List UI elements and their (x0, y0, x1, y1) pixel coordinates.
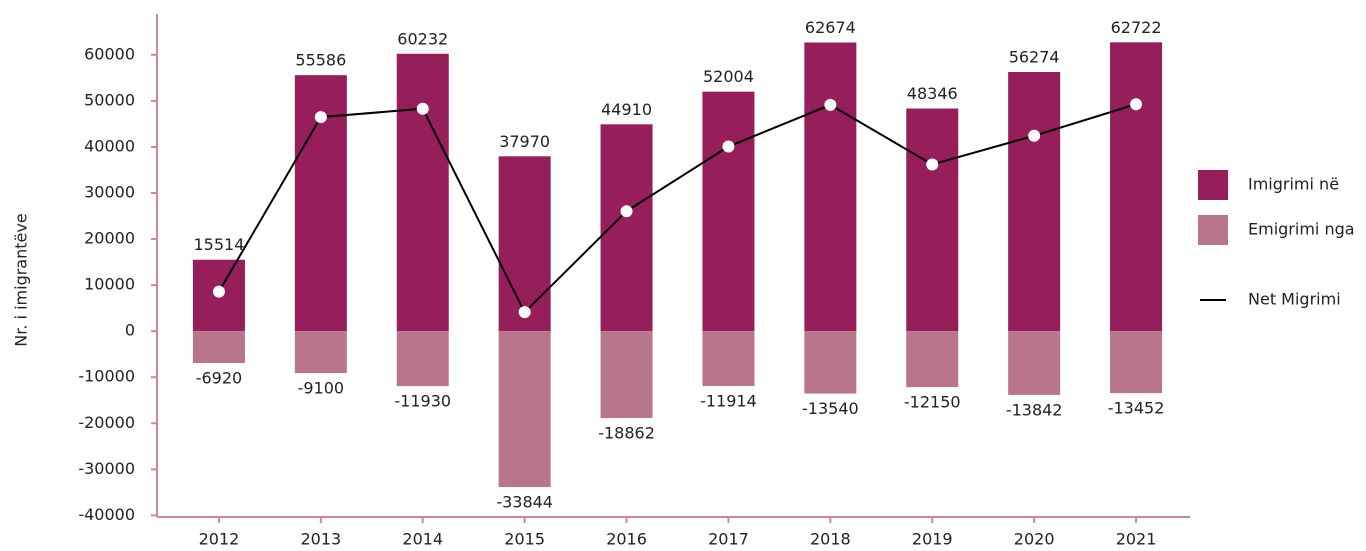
line (218, 103, 1137, 314)
x-tick-label: 2021 (1116, 530, 1157, 549)
bar (906, 108, 959, 332)
y-tick-label: 50000 (84, 90, 135, 109)
bar (1008, 331, 1061, 395)
x-tick-label: 2018 (810, 530, 851, 549)
bar (1110, 42, 1163, 332)
point (926, 158, 939, 171)
y-tick-label: 30000 (84, 183, 135, 202)
y-tick-label: -10000 (78, 367, 135, 386)
legend-label: Imigrimi në (1248, 175, 1339, 194)
point (212, 285, 225, 298)
bar (906, 331, 959, 388)
x-tick-label: 2017 (708, 530, 749, 549)
bar (804, 42, 857, 332)
y-tick-label: -40000 (78, 505, 135, 524)
bar (1110, 331, 1163, 394)
data-label: -6920 (196, 369, 243, 388)
y-tick-label: -20000 (78, 413, 135, 432)
legend-label: Emigrimi nga (1248, 220, 1355, 239)
y-tick-label: 0 (125, 321, 135, 340)
x-tick-label: 2019 (912, 530, 953, 549)
data-label: 60232 (397, 29, 448, 48)
point (722, 140, 735, 153)
point (620, 205, 633, 218)
y-tick-label: 10000 (84, 275, 135, 294)
point (1130, 98, 1143, 111)
data-label: 37970 (499, 132, 550, 151)
point (416, 102, 429, 115)
data-label: 62674 (805, 18, 856, 37)
data-label: 55586 (295, 51, 346, 70)
data-label: -11914 (700, 392, 757, 411)
data-label: -9100 (298, 379, 345, 398)
data-label: 48346 (907, 84, 958, 103)
data-label: 52004 (703, 67, 754, 86)
bar (192, 331, 245, 364)
data-label: -13540 (802, 399, 859, 418)
point (824, 98, 837, 111)
bar (498, 331, 551, 488)
point (518, 306, 531, 319)
bar (396, 53, 449, 332)
data-label: -12150 (904, 393, 961, 412)
legend-swatch (1198, 215, 1228, 245)
data-label: 56274 (1009, 48, 1060, 67)
legend-label: Net Migrimi (1248, 290, 1341, 309)
y-tick-label: 20000 (84, 229, 135, 248)
point (1028, 129, 1041, 142)
bar (600, 124, 653, 332)
legend-swatch (1198, 170, 1228, 200)
data-label: -18862 (598, 424, 655, 443)
y-axis-label: Nr. i imigrantëve (12, 213, 31, 346)
bar (702, 331, 755, 387)
bar (600, 331, 653, 419)
data-label: -13842 (1006, 400, 1063, 419)
x-tick-label: 2013 (300, 530, 341, 549)
data-label: -11930 (394, 392, 451, 411)
point (314, 111, 327, 124)
data-label: 44910 (601, 100, 652, 119)
bar (498, 156, 551, 332)
data-label: 62722 (1111, 18, 1162, 37)
x-tick-label: 2020 (1014, 530, 1055, 549)
y-tick-label: 40000 (84, 136, 135, 155)
bar (396, 331, 449, 387)
data-label: 15514 (193, 235, 244, 254)
bar (702, 91, 755, 332)
bar (804, 331, 857, 394)
y-tick-label: -30000 (78, 459, 135, 478)
y-tick-label: 60000 (84, 44, 135, 63)
x-tick-label: 2016 (606, 530, 647, 549)
data-label: -33844 (496, 493, 553, 512)
x-tick-label: 2015 (504, 530, 545, 549)
bar (1008, 72, 1061, 332)
bar (294, 331, 347, 374)
data-label: -13452 (1108, 399, 1165, 418)
x-tick-label: 2012 (199, 530, 240, 549)
x-tick-label: 2014 (402, 530, 443, 549)
